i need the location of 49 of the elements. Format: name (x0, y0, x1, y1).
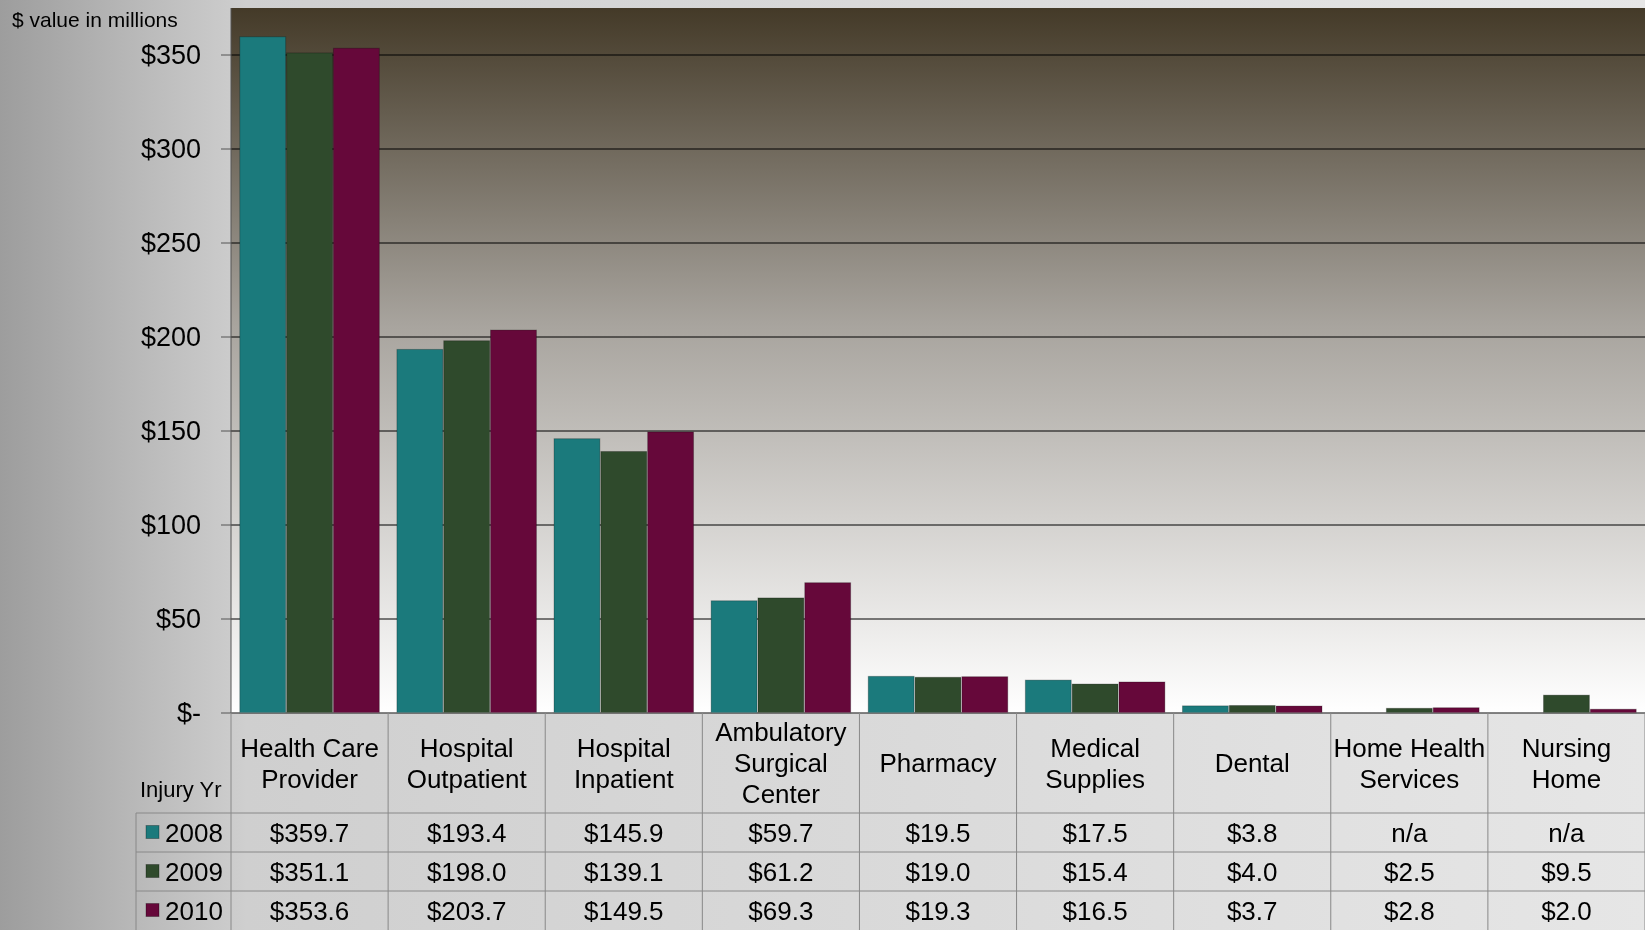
data-label: $19.0 (905, 856, 971, 887)
y-tick-label: $100 (140, 510, 201, 541)
x-tick-label: Hospital Inpatient (573, 732, 675, 794)
data-label: $145.9 (584, 817, 664, 848)
data-label: $19.5 (905, 817, 971, 848)
y-tick-label: $50 (155, 604, 201, 635)
data-label: $69.3 (748, 895, 814, 926)
legend-title: Injury Yr (140, 776, 222, 802)
data-label: $139.1 (584, 856, 664, 887)
data-label: $17.5 (1062, 817, 1128, 848)
data-label: $19.3 (905, 895, 971, 926)
x-tick-label: Pharmacy (879, 748, 997, 779)
y-tick-label: $350 (140, 40, 201, 71)
data-label: $351.1 (269, 856, 350, 887)
data-label: $61.2 (748, 856, 814, 887)
data-label: $16.5 (1062, 895, 1128, 926)
y-tick-label: $250 (140, 228, 201, 259)
data-label: $3.8 (1226, 817, 1278, 848)
data-label: $203.7 (426, 895, 507, 926)
data-label: $4.0 (1226, 856, 1278, 887)
y-tick-label: $300 (140, 134, 201, 165)
legend-label: 2010 (165, 895, 223, 926)
x-tick-label: Medical Supplies (1045, 732, 1145, 794)
data-label: $59.7 (748, 817, 814, 848)
data-label: $359.7 (269, 817, 350, 848)
text: n/a (1391, 817, 1428, 848)
data-label: $193.4 (426, 817, 507, 848)
data-label: $3.7 (1226, 895, 1278, 926)
x-tick-label: Nursing Home (1521, 732, 1612, 794)
text: n/a (1548, 817, 1585, 848)
data-label: $198.0 (426, 856, 507, 887)
data-label: $149.5 (584, 895, 664, 926)
data-label: $9.5 (1541, 856, 1592, 887)
legend-label: 2008 (165, 817, 223, 848)
legend-label: 2009 (165, 856, 223, 887)
data-label: $2.5 (1384, 856, 1435, 887)
y-tick-label: $200 (140, 322, 201, 353)
x-tick-label: Ambulatory Surgical Center (715, 717, 847, 810)
y-tick-label: $- (176, 698, 201, 729)
data-label: $353.6 (269, 895, 350, 926)
x-tick-label: Home Health Services (1333, 732, 1486, 794)
data-label: $2.8 (1384, 895, 1435, 926)
x-tick-label: Dental (1214, 748, 1290, 779)
x-tick-label: Hospital Outpatient (406, 732, 528, 794)
x-tick-label: Health Care Provider (240, 732, 379, 794)
data-label: $15.4 (1062, 856, 1128, 887)
data-label: $2.0 (1541, 895, 1592, 926)
y-axis-title: $ value in millions (12, 8, 178, 31)
y-tick-label: $150 (140, 416, 201, 447)
